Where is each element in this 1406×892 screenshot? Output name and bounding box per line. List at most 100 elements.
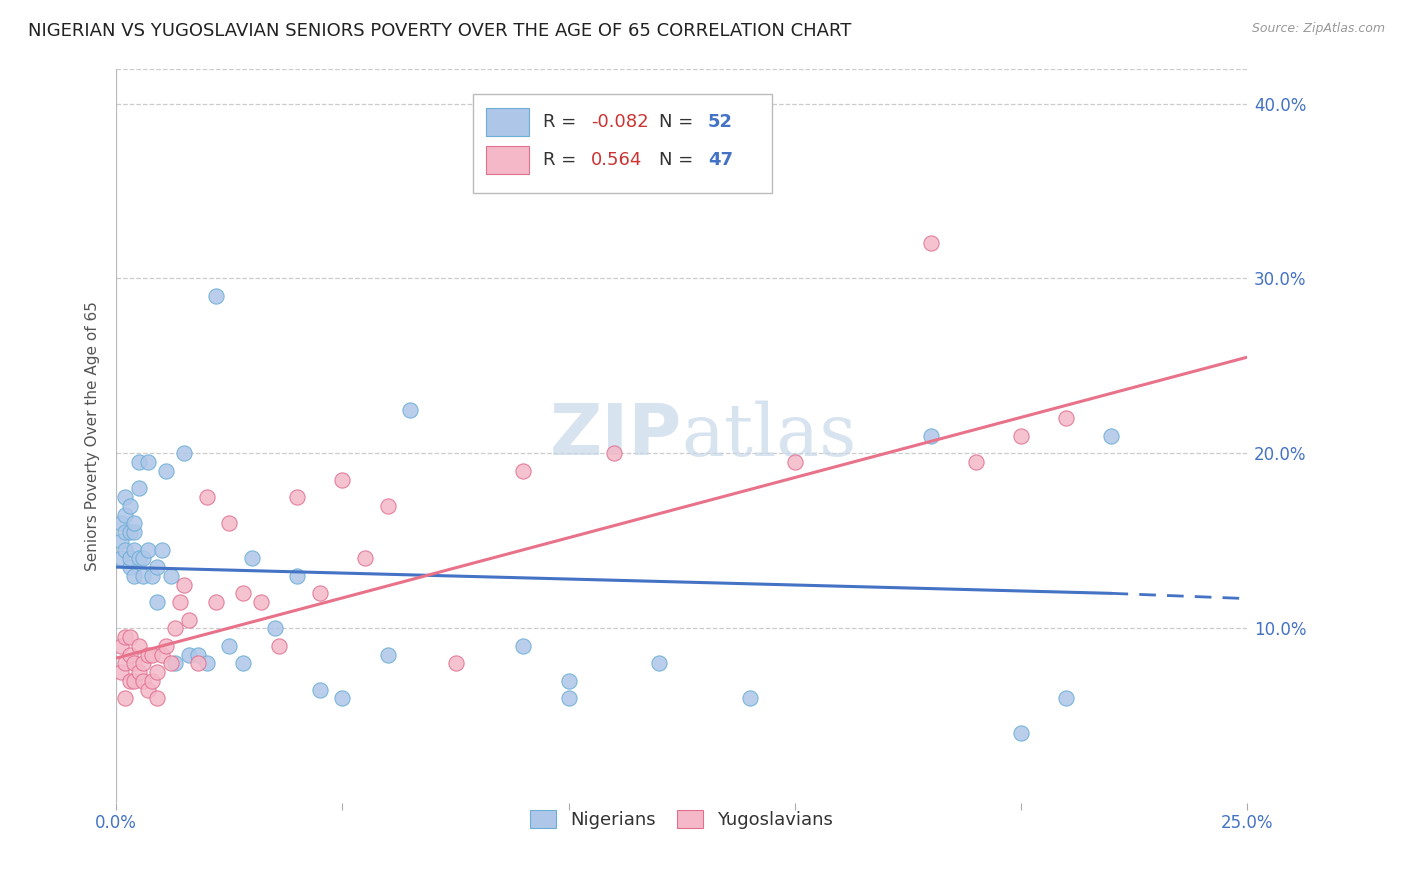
Point [141,648,163,662]
Point [136,542,159,557]
Point [118,499,141,513]
Point [250,595,273,609]
Text: Source: ZipAtlas.com: Source: ZipAtlas.com [1251,22,1385,36]
FancyBboxPatch shape [486,146,529,174]
Point [165,657,187,671]
Point [114,508,136,522]
FancyBboxPatch shape [486,108,529,136]
Point [187,657,209,671]
Y-axis label: Seniors Poverty Over the Age of 65: Seniors Poverty Over the Age of 65 [86,301,100,571]
Point [920,429,942,443]
Point [204,595,226,609]
Point [114,525,136,540]
Text: R =: R = [543,152,588,169]
Point [110,551,132,566]
Text: N =: N = [659,113,699,131]
Point [204,289,226,303]
Point [173,577,195,591]
Point [263,621,285,635]
Point [124,657,146,671]
Point [269,639,291,653]
Point [114,490,136,504]
Point [377,648,399,662]
Point [136,455,159,469]
Point [1054,691,1077,706]
Point [1101,429,1123,443]
Point [118,525,141,540]
Point [128,639,150,653]
Point [124,542,146,557]
Text: 0.564: 0.564 [592,152,643,169]
Point [150,542,173,557]
Point [1010,429,1032,443]
Point [132,569,155,583]
Text: ZIP: ZIP [550,401,682,470]
Point [173,446,195,460]
Point [738,691,761,706]
FancyBboxPatch shape [472,95,772,194]
Point [155,464,177,478]
Point [146,665,169,679]
Point [132,657,155,671]
Point [557,691,579,706]
Point [128,455,150,469]
Point [557,673,579,688]
Text: R =: R = [543,113,582,131]
Point [118,648,141,662]
Text: N =: N = [659,152,699,169]
Point [128,482,150,496]
Point [118,673,141,688]
Point [114,630,136,644]
Point [146,560,169,574]
Point [132,673,155,688]
Point [118,630,141,644]
Point [114,657,136,671]
Text: NIGERIAN VS YUGOSLAVIAN SENIORS POVERTY OVER THE AGE OF 65 CORRELATION CHART: NIGERIAN VS YUGOSLAVIAN SENIORS POVERTY … [28,22,852,40]
Point [124,516,146,531]
Point [118,560,141,574]
Point [232,657,254,671]
Point [128,665,150,679]
Point [1054,411,1077,425]
Point [399,402,422,417]
Point [512,464,534,478]
Point [146,595,169,609]
Point [159,657,181,671]
Point [177,648,200,662]
Point [141,569,163,583]
Point [150,648,173,662]
Point [783,455,806,469]
Point [136,682,159,697]
Point [354,551,377,566]
Point [232,586,254,600]
Point [377,499,399,513]
Point [332,691,354,706]
Point [114,691,136,706]
Text: 52: 52 [707,113,733,131]
Point [136,648,159,662]
Point [218,639,240,653]
Point [648,657,671,671]
Point [118,551,141,566]
Point [132,551,155,566]
Point [155,639,177,653]
Text: atlas: atlas [682,401,858,471]
Point [110,533,132,548]
Point [110,516,132,531]
Point [332,473,354,487]
Point [965,455,987,469]
Point [141,673,163,688]
Point [124,525,146,540]
Point [603,446,626,460]
Point [159,569,181,583]
Point [195,657,218,671]
Point [124,569,146,583]
Point [285,569,308,583]
Point [146,691,169,706]
Point [444,657,467,671]
Point [285,490,308,504]
Point [110,639,132,653]
Point [512,639,534,653]
Point [110,665,132,679]
Point [218,516,240,531]
